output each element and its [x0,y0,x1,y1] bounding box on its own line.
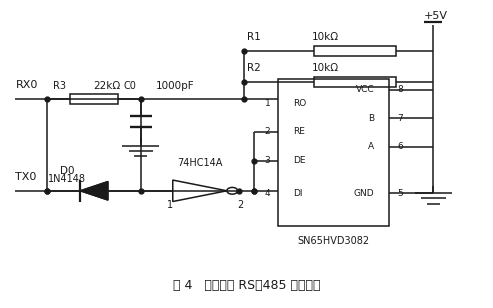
Text: VCC: VCC [355,85,374,94]
Text: R1: R1 [247,32,261,43]
Text: DE: DE [293,156,306,165]
Text: 1: 1 [265,99,271,108]
Text: SN65HVD3082: SN65HVD3082 [298,236,370,246]
Text: C0: C0 [123,81,136,91]
Text: 3: 3 [265,156,271,165]
Text: 2: 2 [237,200,243,210]
Text: D0: D0 [60,166,74,176]
Text: 10kΩ: 10kΩ [312,63,339,73]
Text: 10kΩ: 10kΩ [312,32,339,43]
Text: +5V: +5V [424,10,448,21]
Text: B: B [368,114,374,123]
Polygon shape [80,182,108,200]
Text: 5: 5 [397,189,403,198]
Text: A: A [368,142,374,151]
Text: R3: R3 [53,81,66,91]
Text: R2: R2 [247,63,261,73]
Text: 2: 2 [265,128,271,136]
Text: 1000pF: 1000pF [156,81,195,91]
Text: 1: 1 [167,200,174,210]
Bar [314,77,395,87]
Text: RE: RE [293,128,305,136]
Text: DI: DI [293,189,303,198]
Text: GND: GND [353,189,374,198]
Text: RX0: RX0 [15,79,38,90]
Bar [279,79,389,226]
Text: 22kΩ: 22kΩ [93,81,120,91]
Text: 4: 4 [265,189,271,198]
Text: 图 4   零延时的 RS－485 接口电路: 图 4 零延时的 RS－485 接口电路 [173,279,320,292]
Bar [70,94,118,104]
Text: 7: 7 [397,114,403,123]
Text: RO: RO [293,99,307,108]
Text: 8: 8 [397,85,403,94]
Text: 1N4148: 1N4148 [48,174,86,184]
Text: TX0: TX0 [15,172,37,182]
Text: 74HC14A: 74HC14A [177,158,222,168]
Text: 6: 6 [397,142,403,151]
Bar [314,47,395,56]
